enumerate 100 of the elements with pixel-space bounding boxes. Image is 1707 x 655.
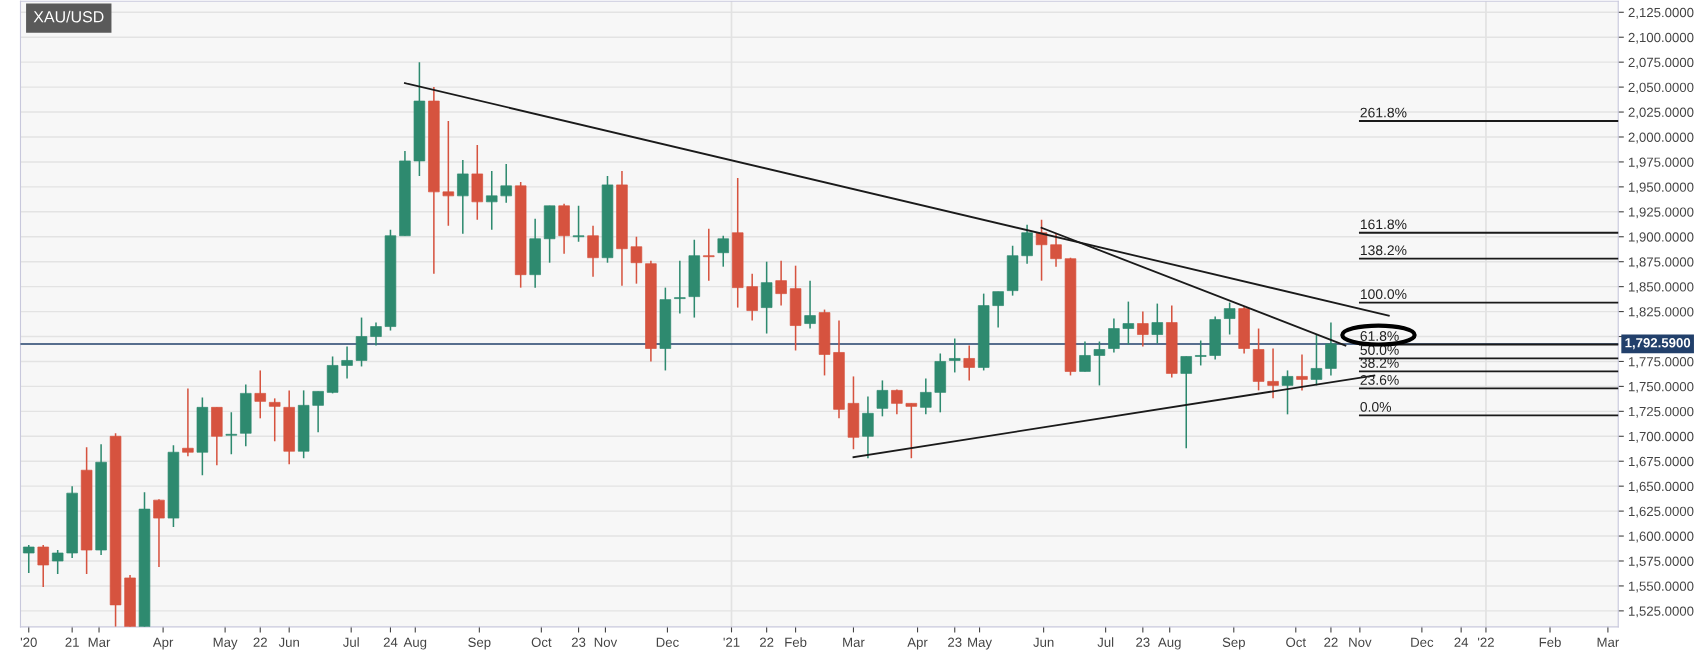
candlestick — [51, 549, 64, 575]
candlestick — [1310, 333, 1323, 387]
y-tick-label: 1,850.0000 — [1628, 282, 1694, 294]
candlestick — [1035, 219, 1048, 282]
x-tick-label: Aug — [1158, 637, 1181, 650]
series-label: 23.6% — [1360, 375, 1399, 385]
series-label: 100.0% — [1360, 289, 1407, 300]
chart-title: XAU/USD — [33, 10, 104, 23]
y-tick-label: 1,525.0000 — [1628, 606, 1694, 618]
candlestick — [254, 369, 266, 420]
y-tick-label: 2,100.0000 — [1628, 32, 1694, 44]
x-tick-label: 22 — [253, 637, 267, 647]
candlestick — [182, 387, 194, 458]
candlestick — [500, 163, 512, 204]
x-tick-label: Jun — [1033, 637, 1054, 647]
y-tick-label: 2,000.0000 — [1628, 132, 1694, 144]
y-tick-label: 2,050.0000 — [1628, 82, 1694, 94]
x-tick-label: Aug — [403, 637, 427, 650]
x-tick-label: Apr — [907, 637, 928, 650]
y-tick-label: 1,675.0000 — [1628, 456, 1694, 468]
y-tick-label: 1,775.0000 — [1628, 357, 1694, 368]
x-tick-label: Jul — [1097, 637, 1114, 647]
candlestick — [876, 379, 889, 418]
candlestick — [457, 159, 469, 235]
candlestick — [804, 279, 816, 330]
candlestick — [23, 544, 35, 574]
x-tick-label: Oct — [1286, 637, 1306, 647]
candlestick — [717, 234, 729, 268]
x-tick-label: 22 — [1324, 637, 1338, 647]
candlestick — [268, 397, 281, 443]
y-tick-label: 1,700.0000 — [1628, 431, 1694, 443]
x-tick-label: Mar — [1597, 637, 1620, 647]
y-tick-label: 1,900.0000 — [1628, 232, 1694, 244]
candlestick — [1021, 224, 1033, 265]
x-tick-label: Feb — [1539, 637, 1561, 647]
x-tick-label: Nov — [594, 637, 618, 647]
x-tick-label: May — [968, 637, 992, 650]
y-tick-label: 1,825.0000 — [1628, 307, 1694, 319]
series-label: 161.8% — [1360, 219, 1407, 230]
candlestick — [37, 544, 49, 588]
candlestick — [1296, 353, 1308, 392]
x-tick-label: Sep — [468, 637, 491, 650]
candlestick — [703, 228, 715, 282]
x-tick-label: 23 — [571, 637, 586, 647]
candlestick — [1180, 355, 1192, 450]
candlestick — [225, 411, 238, 456]
candlestick — [486, 170, 498, 231]
x-tick-label: Jul — [342, 637, 359, 647]
y-tick-label: 2,025.0000 — [1628, 107, 1694, 119]
ref-line-label: 1,792.5900 — [1625, 338, 1691, 350]
candlestick — [1079, 340, 1091, 373]
candlestick — [1281, 369, 1294, 416]
candlestick — [963, 344, 975, 382]
y-tick-label: 1,875.0000 — [1628, 257, 1694, 269]
candlestick — [153, 498, 165, 568]
candlestick — [1267, 347, 1279, 400]
x-tick-label: 22 — [759, 637, 774, 647]
series-label: 0.0% — [1360, 401, 1392, 412]
x-tick-label: Oct — [531, 637, 552, 647]
candlestick — [949, 337, 961, 374]
x-tick-label: Feb — [785, 637, 807, 647]
candlestick — [1093, 340, 1106, 387]
y-tick-label: 1,550.0000 — [1628, 581, 1694, 593]
x-tick-label: Apr — [152, 637, 174, 650]
x-tick-label: Mar — [88, 637, 111, 647]
x-tick-label: Mar — [843, 637, 865, 647]
candlestick — [587, 225, 599, 278]
series-label: 61.8% — [1360, 331, 1399, 341]
series-label: 38.2% — [1360, 358, 1399, 368]
candlestick — [370, 321, 382, 347]
candlestick — [312, 390, 324, 434]
x-tick-label: Dec — [1411, 637, 1434, 647]
candlestick — [920, 377, 932, 416]
series-label: 138.2% — [1360, 245, 1407, 256]
y-tick-label: 1,600.0000 — [1628, 531, 1694, 543]
y-tick-label: 1,725.0000 — [1628, 406, 1694, 418]
x-tick-label: Jun — [278, 637, 299, 647]
x-tick-label: '21 — [723, 637, 740, 647]
candlestick — [1122, 300, 1135, 346]
candlestick — [862, 395, 874, 459]
candlestick — [674, 259, 686, 315]
candlestick — [891, 388, 903, 416]
candlestick — [1137, 310, 1149, 348]
x-tick-label: Dec — [656, 637, 679, 647]
x-tick-label: '20 — [20, 637, 37, 647]
candlestick — [1108, 317, 1120, 354]
candlestick — [1223, 301, 1236, 336]
x-tick-label: May — [213, 637, 238, 650]
y-tick-label: 1,750.0000 — [1628, 381, 1694, 393]
candlestick — [341, 345, 353, 380]
x-tick-label: Nov — [1349, 637, 1372, 647]
candlestick — [572, 205, 585, 243]
x-tick-label: 23 — [1136, 637, 1150, 647]
y-tick-label: 1,575.0000 — [1628, 556, 1694, 568]
y-tick-label: 1,625.0000 — [1628, 506, 1694, 518]
x-tick-label: Sep — [1222, 637, 1245, 650]
candlestick — [1050, 232, 1062, 268]
candlestick — [775, 259, 787, 307]
x-tick-label: '22 — [1478, 637, 1494, 647]
series-label: 261.8% — [1360, 107, 1407, 118]
